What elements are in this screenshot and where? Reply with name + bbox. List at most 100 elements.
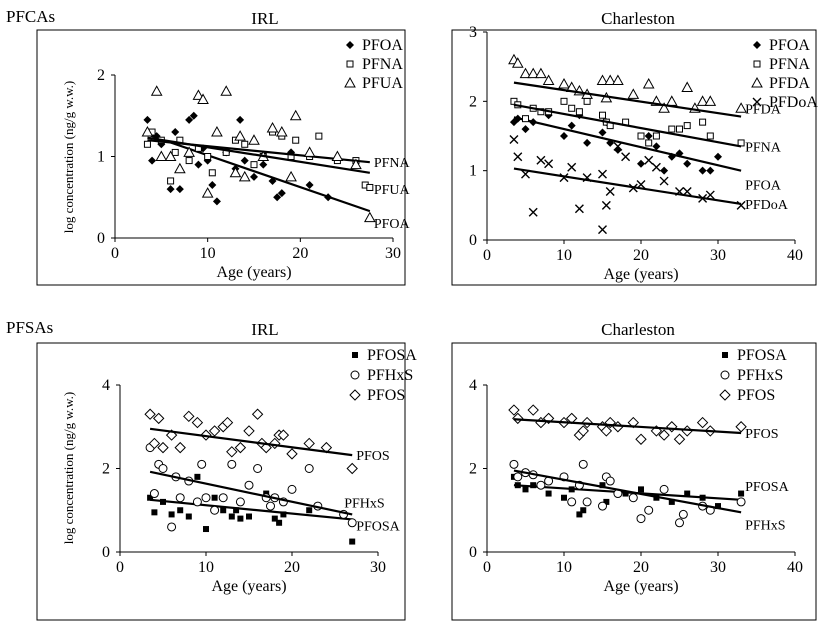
data-point (197, 459, 207, 469)
data-point (715, 503, 721, 510)
data-point (183, 410, 195, 423)
data-point (681, 81, 694, 92)
data-point (194, 473, 201, 480)
data-point (735, 421, 747, 433)
data-point (636, 514, 646, 524)
data-point (253, 464, 263, 473)
series-pfua: PFUA (141, 85, 411, 223)
y-tick-label: 2 (102, 461, 110, 478)
x-axis-label: Age (years) (216, 264, 291, 281)
data-point (150, 85, 163, 96)
data-point (266, 501, 275, 511)
data-point (177, 507, 184, 514)
data-point (167, 177, 175, 185)
data-point (286, 448, 298, 460)
data-point (644, 155, 654, 165)
legend-marker (751, 76, 763, 88)
data-point (575, 108, 583, 116)
x-tick-label: 30 (385, 245, 401, 262)
data-point (509, 459, 519, 469)
y-tick-label: 0 (469, 232, 477, 249)
x-tick-label: 0 (483, 247, 491, 264)
data-point (574, 204, 584, 214)
data-point (218, 493, 228, 503)
data-point (266, 121, 279, 133)
legend-label: PFNA (769, 56, 810, 73)
x-tick-label: 20 (292, 245, 308, 262)
data-point (303, 437, 315, 450)
data-point (151, 509, 158, 516)
panel-p1: IRL 0 10 20 30 0 1 2 Age (years) log concentratio… (36, 9, 411, 286)
data-point (601, 200, 611, 210)
series-pfdoa: PFDoA (509, 134, 789, 235)
trend-line-label: PFOA (374, 217, 411, 232)
trend-line (513, 418, 742, 435)
chart-title: IRL (251, 320, 278, 339)
data-point (185, 115, 194, 124)
data-point (304, 464, 314, 473)
data-point (167, 522, 177, 532)
data-point (522, 486, 529, 493)
data-point (158, 464, 168, 473)
trend-line-label: PFUA (374, 183, 411, 198)
x-tick-label: 10 (556, 559, 572, 576)
data-point (241, 140, 249, 148)
x-axis-label: Age (years) (603, 578, 678, 595)
data-point (147, 494, 154, 501)
data-point (331, 150, 344, 161)
x-tick-label: 30 (710, 559, 726, 576)
data-point (651, 162, 661, 172)
data-point (237, 515, 244, 522)
data-point (148, 156, 157, 165)
data-point (280, 511, 287, 518)
x-tick-label: 30 (710, 247, 726, 264)
data-point (289, 109, 302, 121)
data-point (535, 67, 547, 79)
data-point (637, 132, 645, 140)
legend-label: PFOA (362, 37, 403, 54)
data-point (143, 140, 151, 148)
legend-marker (346, 41, 354, 49)
trend-line-label: PFHxS (745, 518, 785, 533)
y-tick-label: 1 (97, 149, 105, 166)
data-point (315, 132, 323, 140)
data-point (168, 511, 175, 518)
data-point (644, 505, 654, 515)
data-point (706, 166, 715, 175)
trend-line-label: PFOA (745, 179, 782, 194)
data-point (204, 153, 212, 160)
chart-title: IRL (251, 9, 278, 28)
data-point (183, 146, 195, 157)
data-point (698, 166, 707, 175)
data-point (578, 459, 588, 469)
series-pfhxs: PFHxS (509, 459, 786, 533)
data-point (658, 102, 670, 113)
data-point (561, 494, 567, 501)
legend: PFOSA PFHxS PFOS (719, 347, 787, 404)
legend-marker (719, 389, 731, 401)
data-point (201, 187, 214, 198)
data-point (238, 170, 251, 182)
x-tick-label: 30 (370, 559, 386, 576)
data-point (652, 132, 660, 140)
data-point (678, 509, 688, 519)
panel-frame (451, 342, 817, 621)
x-tick-label: 20 (284, 559, 300, 576)
data-point (233, 507, 240, 514)
y-axis-label: log concentration (ng/g w.w.) (61, 81, 76, 233)
data-point (234, 441, 247, 454)
data-point (292, 136, 300, 144)
series-pfoa: PFOA (509, 111, 782, 194)
data-point (152, 412, 165, 425)
data-point (243, 425, 255, 437)
data-point (171, 128, 180, 137)
data-point (347, 518, 357, 528)
x-tick-label: 40 (787, 247, 803, 264)
data-point (229, 166, 242, 178)
data-point (612, 74, 624, 86)
data-point (560, 97, 568, 105)
panel-frame (36, 342, 406, 621)
data-point (527, 67, 540, 79)
data-point (622, 490, 629, 497)
